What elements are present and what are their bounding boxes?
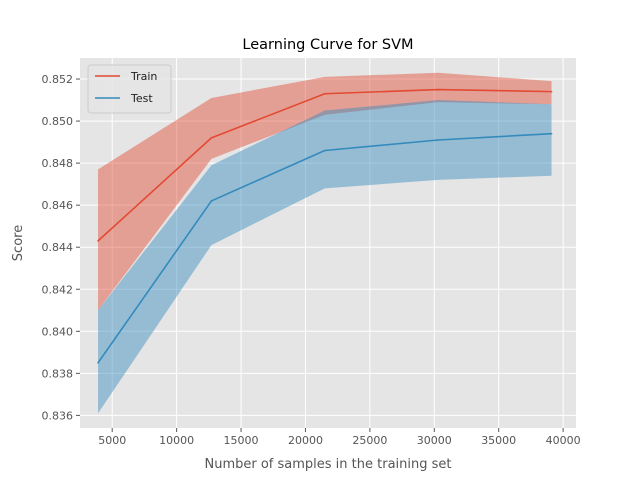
y-tick-label: 0.842 <box>42 283 74 296</box>
x-tick-label: 35000 <box>481 434 516 447</box>
x-tick-label: 30000 <box>417 434 452 447</box>
x-tick-label: 25000 <box>352 434 387 447</box>
y-tick-label: 0.850 <box>42 115 74 128</box>
y-axis-ticks: 0.836 0.838 0.840 0.842 0.844 0.846 0.848 0.850… <box>42 73 80 422</box>
x-tick-label: 5000 <box>98 434 126 447</box>
y-tick-label: 0.852 <box>42 73 74 86</box>
point-train <box>210 137 213 139</box>
y-axis-title: Score <box>11 225 26 261</box>
confidence-bands <box>98 72 552 414</box>
x-axis-ticks: 5000 10000 15000 20000 25000 30000 35000 40000 <box>98 428 581 447</box>
series-lines <box>97 88 553 364</box>
point-test <box>550 132 553 135</box>
point-test <box>437 139 439 141</box>
x-tick-label: 20000 <box>288 434 323 447</box>
y-tick-label: 0.846 <box>42 199 74 212</box>
point-train <box>323 92 326 95</box>
band-test <box>98 100 552 414</box>
x-tick-label: 10000 <box>159 434 194 447</box>
legend-label-train: Train <box>130 70 157 83</box>
band-train <box>98 72 552 311</box>
point-train <box>550 90 553 93</box>
y-tick-label: 0.844 <box>42 241 74 254</box>
x-axis-title: Number of samples in the training set <box>205 457 452 472</box>
legend-box <box>87 64 172 114</box>
x-tick-label: 15000 <box>224 434 259 447</box>
point-test <box>97 362 99 364</box>
grid-lines <box>80 58 576 428</box>
point-train <box>437 88 439 91</box>
chart-title: Learning Curve for SVM <box>242 37 413 53</box>
legend-label-test: Test <box>130 92 153 105</box>
point-train <box>97 240 99 242</box>
point-test <box>210 200 213 202</box>
plot-area <box>80 58 576 428</box>
x-tick-label: 40000 <box>546 434 581 447</box>
y-tick-label: 0.840 <box>42 325 74 338</box>
y-tick-label: 0.848 <box>42 157 74 170</box>
y-tick-label: 0.838 <box>42 367 74 380</box>
legend: Train Test <box>87 64 172 114</box>
y-tick-label: 0.836 <box>42 409 74 422</box>
point-test <box>323 149 326 152</box>
